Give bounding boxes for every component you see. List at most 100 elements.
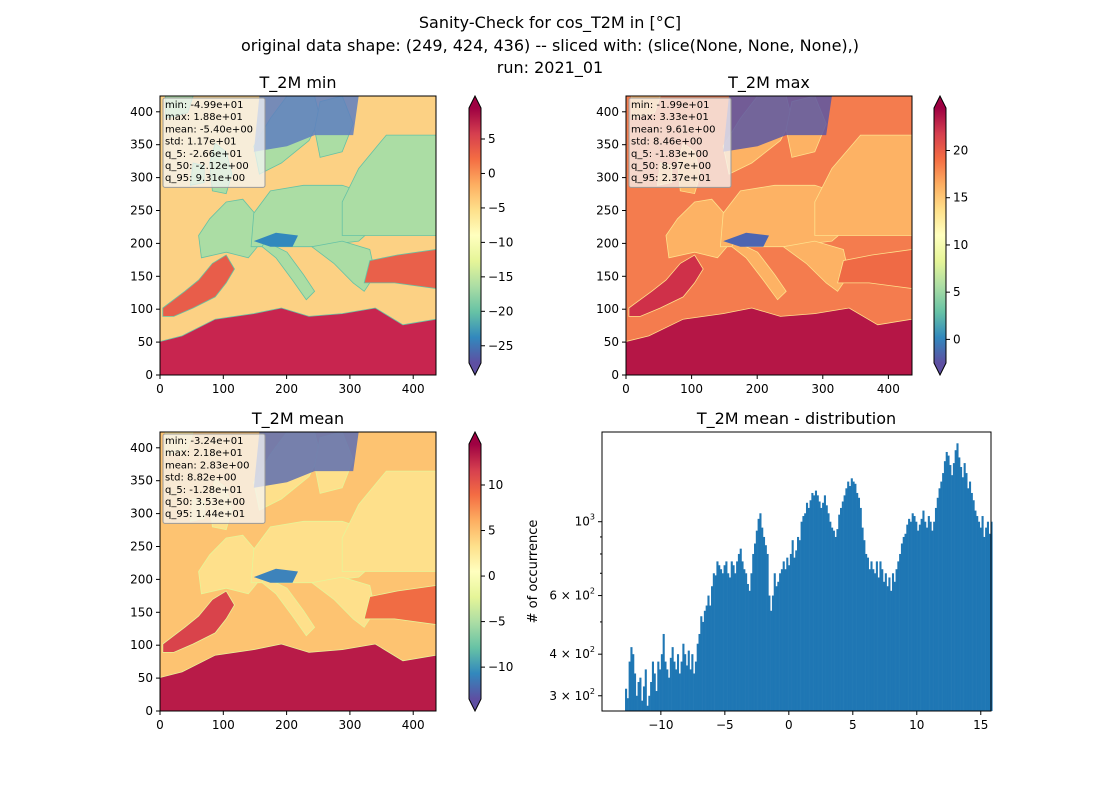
histogram-bar xyxy=(786,557,789,711)
map-y-tick-label: 0 xyxy=(145,704,153,718)
histogram-bars xyxy=(625,443,993,711)
histogram-bar xyxy=(845,488,848,711)
map-2-stat-line: mean: 2.83e+00 xyxy=(165,460,249,471)
histogram-bar xyxy=(985,527,988,711)
histogram-bar xyxy=(956,443,959,711)
histogram-bar xyxy=(813,495,816,711)
histogram-bar xyxy=(904,533,907,711)
histogram-bar xyxy=(687,650,690,711)
histogram-bar xyxy=(977,521,981,711)
colorbar-tick-label: 5 xyxy=(488,132,496,146)
histogram-bar xyxy=(673,661,676,711)
colorbar-tick-label: −15 xyxy=(488,270,513,284)
histogram-bar xyxy=(990,521,993,711)
histogram-bar xyxy=(762,536,766,711)
histogram-bar xyxy=(850,478,853,711)
tick-label-base: 6 × 10 xyxy=(549,589,590,603)
histogram-bar xyxy=(922,510,925,711)
histogram-bar xyxy=(646,705,649,711)
colorbar-extend-bottom xyxy=(469,363,481,375)
histogram-bar xyxy=(784,569,787,711)
map-y-tick-label: 150 xyxy=(130,605,153,619)
histogram-bar xyxy=(895,569,898,711)
colorbar-tick-label: −5 xyxy=(488,615,506,629)
histogram-bar xyxy=(660,654,663,711)
histogram-bar xyxy=(800,521,803,711)
histogram-bar xyxy=(823,495,826,711)
histogram-bar xyxy=(961,477,964,711)
histogram-bar xyxy=(927,516,930,711)
histogram-bar xyxy=(890,590,893,711)
histogram-bar xyxy=(702,621,705,711)
tick-label-base: 4 × 10 xyxy=(549,647,590,661)
histogram-bar xyxy=(822,502,825,711)
map-x-tick-label: 300 xyxy=(811,382,834,396)
figure-title-line1: Sanity-Check for cos_T2M in [°C] xyxy=(418,13,682,32)
map-y-tick-label: 300 xyxy=(596,171,619,185)
histogram-bar xyxy=(899,553,902,711)
histogram-bar xyxy=(651,661,654,711)
histogram-bar xyxy=(718,565,721,711)
histogram-bar xyxy=(707,595,710,711)
histogram-bar xyxy=(840,507,843,711)
histogram-bar xyxy=(884,573,887,711)
histogram-y-tick-label: 6 × 102 xyxy=(549,587,595,603)
colorbar-tick-label: 10 xyxy=(488,478,503,492)
histogram-x-tick-label: 15 xyxy=(973,718,988,732)
map-2-stat-line: q_50: 3.53e+00 xyxy=(165,497,245,508)
map-x-tick-label: 100 xyxy=(212,382,235,396)
histogram-bar xyxy=(676,654,680,711)
map-0-stat-line: min: -4.99e+01 xyxy=(165,100,244,111)
histogram-bar xyxy=(698,633,701,711)
colorbar-extend-top xyxy=(469,96,481,108)
map-x-tick-label: 100 xyxy=(680,382,703,396)
histogram-bar xyxy=(680,661,683,711)
histogram-bar xyxy=(732,565,735,711)
map-2-stats-box xyxy=(162,433,266,524)
histogram-bar xyxy=(856,492,859,711)
tick-label-exponent: 2 xyxy=(590,687,595,696)
histogram-bar xyxy=(963,463,966,711)
histogram-bar xyxy=(625,688,628,711)
histogram-bar xyxy=(734,573,737,711)
histogram-bar xyxy=(981,516,984,711)
histogram-bar xyxy=(951,475,954,711)
histogram-bar xyxy=(791,540,794,711)
histogram-bar xyxy=(920,518,923,711)
histogram-bar xyxy=(639,677,642,711)
map-region-iberia xyxy=(162,254,235,317)
map-x-tick-label: 200 xyxy=(275,718,298,732)
histogram-bar xyxy=(967,488,970,711)
histogram-bar xyxy=(917,530,920,711)
histogram-bar xyxy=(730,561,733,711)
histogram-bar xyxy=(942,473,945,711)
histogram-bar xyxy=(954,450,957,711)
histogram-bar xyxy=(829,521,832,711)
map-y-tick-label: 100 xyxy=(596,302,619,316)
histogram-bar xyxy=(940,481,943,711)
histogram-bar xyxy=(883,581,886,711)
colorbar-outline xyxy=(468,430,482,713)
histogram-bar xyxy=(633,673,637,711)
histogram-bar xyxy=(865,553,868,711)
histogram-bar xyxy=(906,524,909,711)
map-region-italy xyxy=(731,240,787,301)
histogram-bar xyxy=(678,673,681,711)
histogram-bar xyxy=(831,527,834,711)
histogram-bar xyxy=(780,569,783,711)
histogram-bar xyxy=(936,497,939,711)
histogram-bar xyxy=(900,543,904,711)
map-1-axes: 0 100 200 300 400 0 50 100 150 200 250 300 350 400 T_2… xyxy=(596,73,913,396)
histogram-bar xyxy=(682,643,685,711)
histogram-bar xyxy=(952,463,955,711)
map-x-tick-label: 0 xyxy=(156,382,164,396)
colorbar-tick-label: 15 xyxy=(953,191,968,205)
map-1-stat-line: q_5: -1.83e+00 xyxy=(631,149,708,160)
colorbar-gradient xyxy=(469,444,481,699)
map-2-colorbar: −10 −5 0 5 10 xyxy=(468,430,513,713)
histogram-bar xyxy=(764,545,767,711)
histogram-bar xyxy=(965,473,968,711)
histogram-bar xyxy=(723,565,726,711)
histogram-bar xyxy=(960,467,963,711)
histogram-bar xyxy=(875,561,878,711)
